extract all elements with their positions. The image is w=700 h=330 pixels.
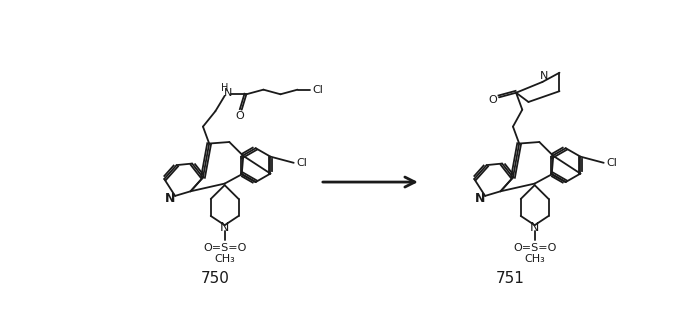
Text: N: N — [540, 71, 548, 81]
Text: Cl: Cl — [606, 158, 617, 168]
Text: N: N — [475, 192, 485, 206]
Text: 751: 751 — [496, 271, 524, 286]
Text: O=S=O: O=S=O — [203, 243, 246, 253]
Text: O=S=O: O=S=O — [513, 243, 557, 253]
Text: 750: 750 — [201, 271, 230, 286]
Text: O: O — [236, 111, 244, 121]
Text: H: H — [221, 83, 228, 93]
Text: CH₃: CH₃ — [214, 254, 235, 264]
Text: N: N — [164, 192, 175, 206]
Text: CH₃: CH₃ — [524, 254, 545, 264]
Text: O: O — [489, 95, 497, 105]
Text: N: N — [223, 88, 232, 98]
Text: N: N — [220, 221, 230, 234]
Text: Cl: Cl — [312, 85, 323, 95]
Text: Cl: Cl — [296, 158, 307, 168]
Text: N: N — [530, 221, 540, 234]
